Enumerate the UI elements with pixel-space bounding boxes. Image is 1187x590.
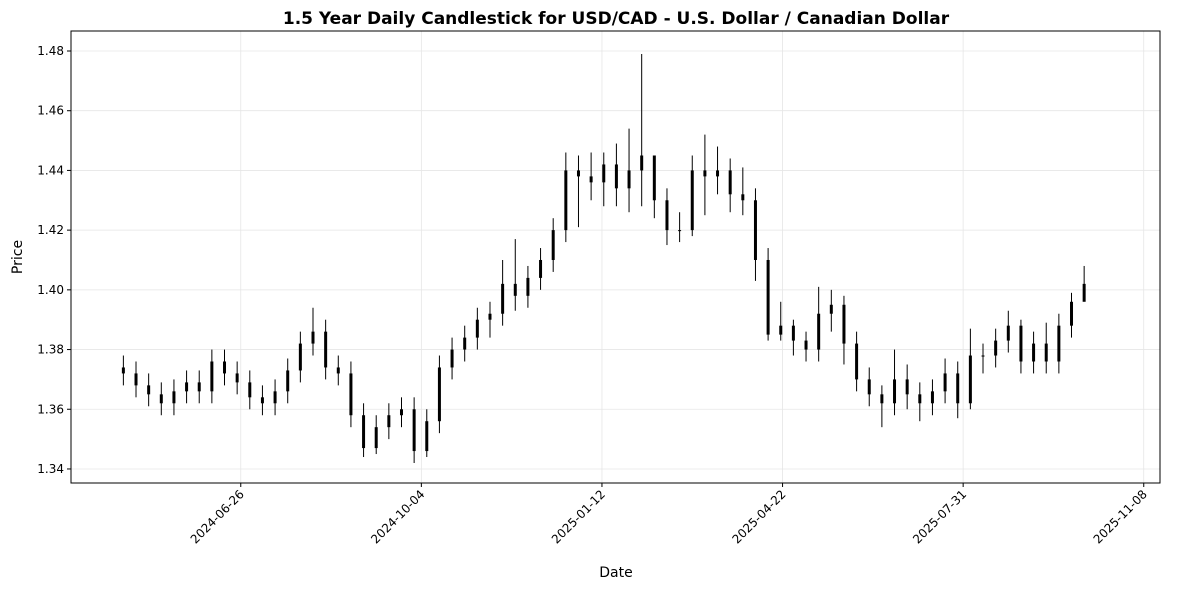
candle-body <box>551 230 555 260</box>
candle-body <box>716 170 720 177</box>
candle-body <box>842 304 846 344</box>
candle-body <box>210 361 214 392</box>
candle-body <box>172 391 176 404</box>
candle-body <box>412 409 416 452</box>
candle-body <box>614 164 618 189</box>
candle-body <box>513 283 517 296</box>
candle-body <box>640 155 644 171</box>
candle-body <box>134 373 138 386</box>
y-tick-label: 1.36 <box>37 402 64 416</box>
candle-body <box>1082 283 1086 302</box>
candle-body <box>463 337 467 350</box>
candle-body <box>753 200 757 260</box>
candle-body <box>387 415 391 428</box>
candle-body <box>488 313 492 320</box>
y-axis-label: Price <box>10 240 26 274</box>
y-tick-label: 1.38 <box>37 343 64 357</box>
y-tick-label: 1.48 <box>37 44 64 58</box>
y-tick-label: 1.40 <box>37 283 64 297</box>
candle-body <box>652 155 656 201</box>
candle-body <box>437 367 441 422</box>
candle-body <box>185 382 189 392</box>
candle-body <box>260 397 264 404</box>
candle-body <box>741 194 745 201</box>
candle-body <box>475 319 479 338</box>
candle-body <box>298 343 302 371</box>
candle-body <box>918 394 922 404</box>
candle-body <box>678 230 682 232</box>
candle-body <box>374 427 378 449</box>
chart-title: 1.5 Year Daily Candlestick for USD/CAD -… <box>283 9 950 29</box>
candle-body <box>197 382 201 392</box>
candle-body <box>526 277 530 296</box>
candle-body <box>501 283 505 314</box>
candle-body <box>602 164 606 183</box>
candle-body <box>930 391 934 404</box>
candle-body <box>336 367 340 374</box>
candle-body <box>880 394 884 404</box>
candle-body <box>121 367 125 374</box>
y-tick-label: 1.42 <box>37 223 64 237</box>
candle-body <box>867 379 871 395</box>
candle-body <box>855 343 859 380</box>
candle-body <box>450 349 454 368</box>
plot-frame <box>70 30 1161 484</box>
candle-body <box>893 379 897 404</box>
candle-body <box>703 170 707 177</box>
candle-body <box>1057 325 1061 362</box>
candle-body <box>956 373 960 404</box>
candle-body <box>627 170 631 189</box>
y-tick-label: 1.34 <box>37 462 64 476</box>
y-tick-label: 1.46 <box>37 104 64 118</box>
candle-body <box>1006 325 1010 341</box>
candle-body <box>665 200 669 231</box>
candle-body <box>804 340 808 350</box>
candle-body <box>362 415 366 449</box>
candle-body <box>311 331 315 344</box>
candle-body <box>968 355 972 404</box>
y-tick-label: 1.44 <box>37 163 64 177</box>
candle-body <box>539 259 543 278</box>
candle-body <box>273 391 277 404</box>
candle-body <box>994 340 998 356</box>
candle-body <box>147 385 151 395</box>
candle-body <box>235 373 239 383</box>
candle-body <box>349 373 353 416</box>
candle-body <box>1070 301 1074 326</box>
candle-body <box>779 325 783 335</box>
candle-body <box>791 325 795 341</box>
candle-body <box>943 373 947 392</box>
candle-body <box>248 382 252 398</box>
candle-body <box>324 331 328 368</box>
candle-body <box>576 170 580 177</box>
x-axis-label: Date <box>599 565 632 581</box>
candle-body <box>728 170 732 195</box>
candle-body <box>1032 343 1036 362</box>
candle-body <box>159 394 163 404</box>
candle-body <box>425 421 429 452</box>
candle-body <box>829 304 833 314</box>
candle-body <box>223 361 227 374</box>
candle-body <box>817 313 821 350</box>
candle-body <box>1044 343 1048 362</box>
candle-body <box>905 379 909 395</box>
candle-body <box>399 409 403 416</box>
candle-body <box>1019 325 1023 362</box>
candle-body <box>690 170 694 231</box>
candle-body <box>981 355 985 357</box>
candle-body <box>564 170 568 231</box>
candle-body <box>286 370 290 392</box>
candle-body <box>766 259 770 335</box>
candle-body <box>589 176 593 183</box>
